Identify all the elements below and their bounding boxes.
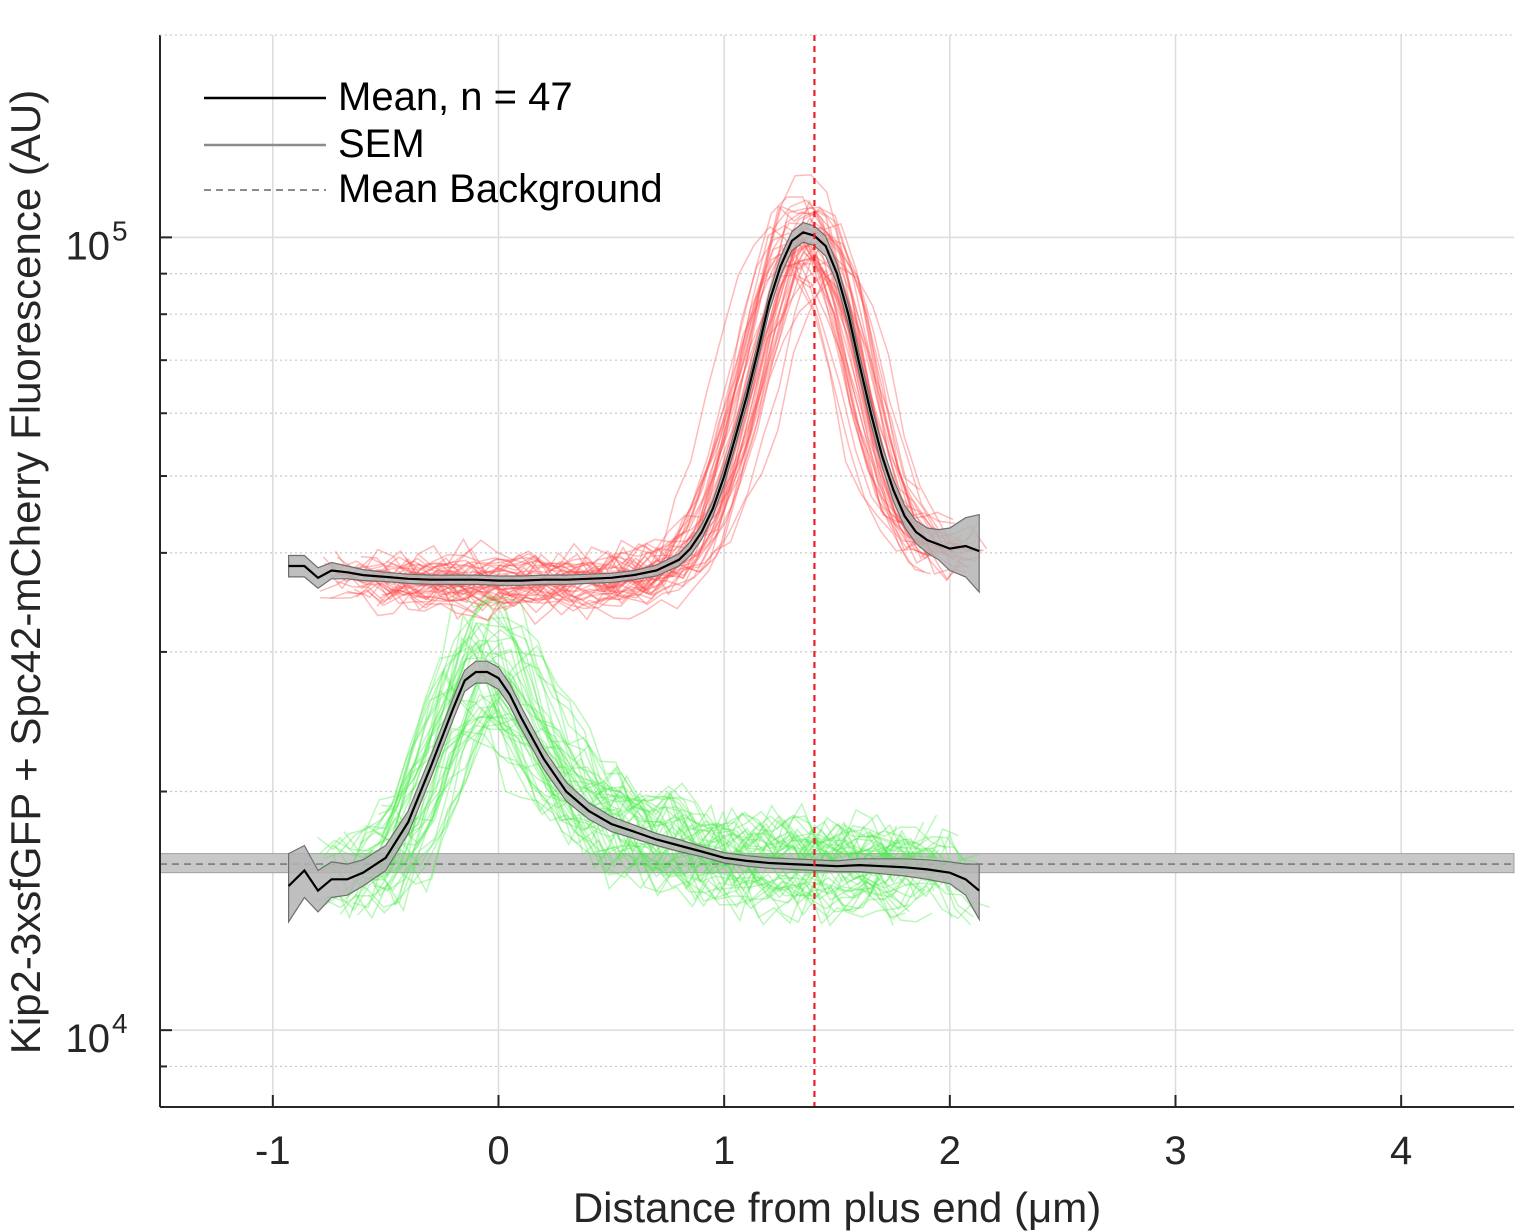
gfp-trace: [382, 639, 906, 862]
mcherry-mean-sem-band: [288, 221, 980, 594]
gfp-trace: [339, 707, 926, 927]
mcherry-trace: [387, 257, 926, 616]
x-tick-label: 0: [487, 1129, 509, 1173]
gfp-trace: [351, 597, 938, 873]
mcherry-trace: [360, 250, 978, 582]
mcherry-trace: [409, 206, 963, 582]
mcherry-trace: [379, 267, 918, 601]
mcherry-trace: [343, 260, 945, 593]
gfp-trace: [384, 648, 923, 918]
x-axis-label: Distance from plus end (μm): [573, 1184, 1101, 1231]
y-tick-exponent: 5: [112, 215, 128, 246]
mcherry-trace: [376, 239, 930, 588]
legend-sem-label: SEM: [338, 122, 425, 166]
mcherry-trace: [397, 248, 983, 593]
gfp-trace: [340, 696, 958, 878]
gfp-trace: [332, 622, 935, 920]
legend: Mean, n = 47 SEM Mean Background: [204, 75, 663, 211]
gfp-trace: [394, 713, 933, 925]
gfp-trace: [352, 613, 890, 909]
gfp-trace: [350, 636, 890, 912]
gfp-trace: [372, 662, 974, 918]
mcherry-mean-line: [288, 231, 980, 582]
mcherry-trace: [368, 237, 954, 605]
mcherry-trace: [325, 277, 911, 597]
y-axis-label: Kip2-3xsfGFP + Spc42-mCherry Fluorescenc…: [2, 90, 49, 1054]
gfp-trace: [343, 635, 929, 857]
gfp-trace: [332, 614, 950, 898]
mcherry-trace: [329, 232, 979, 588]
gfp-trace: [351, 712, 953, 919]
mcherry-trace: [360, 237, 946, 595]
mcherry-trace: [336, 231, 969, 612]
gfp-trace: [368, 650, 938, 858]
gfp-trace: [358, 600, 898, 869]
gfp-trace: [357, 727, 990, 920]
mcherry-trace: [336, 274, 922, 579]
y-tick-label: 10: [66, 224, 111, 268]
mcherry-trace: [366, 242, 937, 605]
gfp-mean-line: [287, 670, 980, 893]
x-tick-label: 2: [939, 1129, 961, 1173]
y-tick-label: 10: [66, 1017, 111, 1061]
gfp-mean-sem-band: [288, 660, 980, 924]
mean-lines: [287, 231, 980, 893]
mcherry-trace: [409, 226, 964, 614]
y-tick-exponent: 4: [112, 1008, 128, 1039]
mcherry-trace: [376, 207, 915, 626]
legend-mean-label: Mean, n = 47: [338, 75, 573, 119]
mcherry-trace: [346, 237, 964, 621]
gfp-trace: [378, 574, 979, 860]
x-tick-label: -1: [255, 1129, 291, 1173]
gfp-trace: [343, 593, 914, 892]
x-tick-label: 3: [1164, 1129, 1186, 1173]
mcherry-trace: [385, 233, 940, 581]
gfp-trace: [334, 640, 889, 878]
x-tick-label: 1: [713, 1129, 735, 1173]
gfp-trace: [376, 641, 978, 870]
legend-background-label: Mean Background: [338, 167, 663, 211]
gfp-trace: [355, 668, 910, 913]
gfp-trace: [401, 684, 972, 872]
mcherry-trace: [345, 209, 962, 595]
sem-bands: [288, 221, 980, 924]
mcherry-trace: [330, 242, 931, 621]
gfp-trace: [324, 707, 894, 926]
mcherry-trace: [400, 174, 954, 577]
gfp-trace: [318, 622, 904, 858]
gfp-trace: [381, 731, 920, 874]
x-tick-label: 4: [1390, 1129, 1412, 1173]
gfp-trace: [322, 698, 972, 926]
gfp-trace: [367, 705, 906, 926]
mcherry-trace: [398, 199, 921, 586]
gfp-trace: [344, 645, 899, 923]
gfp-trace: [376, 652, 979, 915]
gfp-trace: [314, 668, 916, 904]
gfp-trace: [331, 616, 948, 858]
mcherry-trace: [319, 257, 921, 608]
